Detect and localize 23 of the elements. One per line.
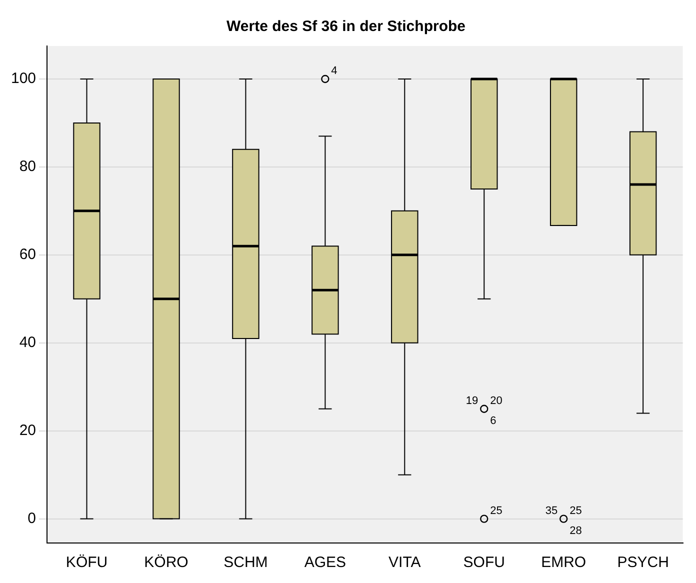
x-tick-label: PSYCH (617, 554, 669, 572)
annotation: 4 (331, 65, 338, 78)
x-tick-label: SOFU (463, 554, 505, 572)
annotation: 19 (466, 394, 478, 407)
y-tick-label: 20 (19, 422, 36, 439)
annotation: 35 (545, 504, 558, 517)
x-tick-label: AGES (304, 554, 346, 572)
y-tick-label: 100 (10, 70, 36, 88)
x-tick-label: SCHM (224, 554, 268, 572)
annotation: 20 (490, 394, 502, 407)
annotation: 25 (570, 504, 582, 517)
y-tick-label: 40 (19, 334, 36, 352)
x-tick-label: VITA (388, 554, 421, 572)
annotation: 6 (490, 414, 496, 427)
x-tick-label: EMRO (541, 554, 586, 572)
y-tick-label: 60 (19, 246, 36, 264)
x-tick-label: KÖFU (66, 554, 108, 572)
annotation: 25 (490, 504, 502, 517)
chart-title: Werte des Sf 36 in der Stichprobe (226, 18, 466, 36)
x-tick-label: KÖRO (144, 554, 188, 572)
annotation: 28 (570, 524, 582, 537)
y-tick-label: 80 (19, 158, 36, 176)
y-tick-label: 0 (28, 510, 36, 527)
